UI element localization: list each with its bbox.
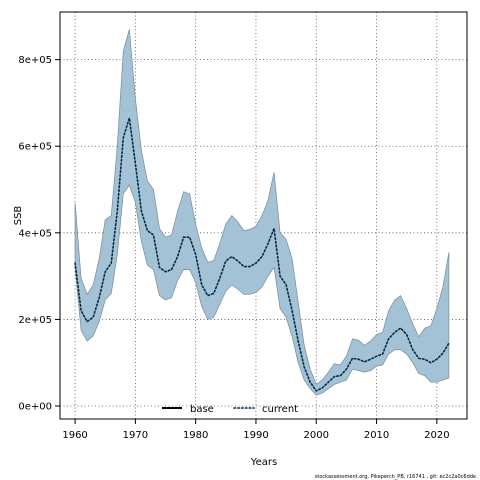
x-tick-label: 2010 (364, 430, 389, 441)
legend-current-label: current (262, 404, 298, 415)
y-tick-label: 4e+05 (18, 228, 52, 239)
x-tick-label: 2000 (304, 430, 329, 441)
x-tick-label: 1960 (62, 430, 87, 441)
plot-frame (59, 11, 468, 420)
legend-base-label: base (190, 404, 214, 415)
current-series-line (74, 117, 450, 392)
y-tick-label: 0e+00 (18, 402, 52, 413)
x-tick-label: 2020 (424, 430, 449, 441)
y-axis: 0e+00 2e+05 4e+05 6e+05 8e+05 (18, 55, 60, 413)
y-tick-label: 8e+05 (18, 55, 52, 66)
x-axis: 1960 1970 1980 1990 2000 2010 2020 (62, 419, 450, 441)
x-axis-label: Years (250, 457, 277, 468)
x-tick-label: 1980 (183, 430, 208, 441)
y-tick-label: 6e+05 (18, 142, 52, 153)
legend: base current (162, 404, 298, 415)
y-axis-label: SSB (13, 206, 24, 226)
confidence-band (74, 29, 450, 396)
x-tick-label: 1970 (123, 430, 148, 441)
footer-credit: stockassessment.org, Pikeperch_PB, r1674… (315, 474, 476, 480)
y-tick-label: 2e+05 (18, 315, 52, 326)
x-tick-label: 1990 (243, 430, 268, 441)
